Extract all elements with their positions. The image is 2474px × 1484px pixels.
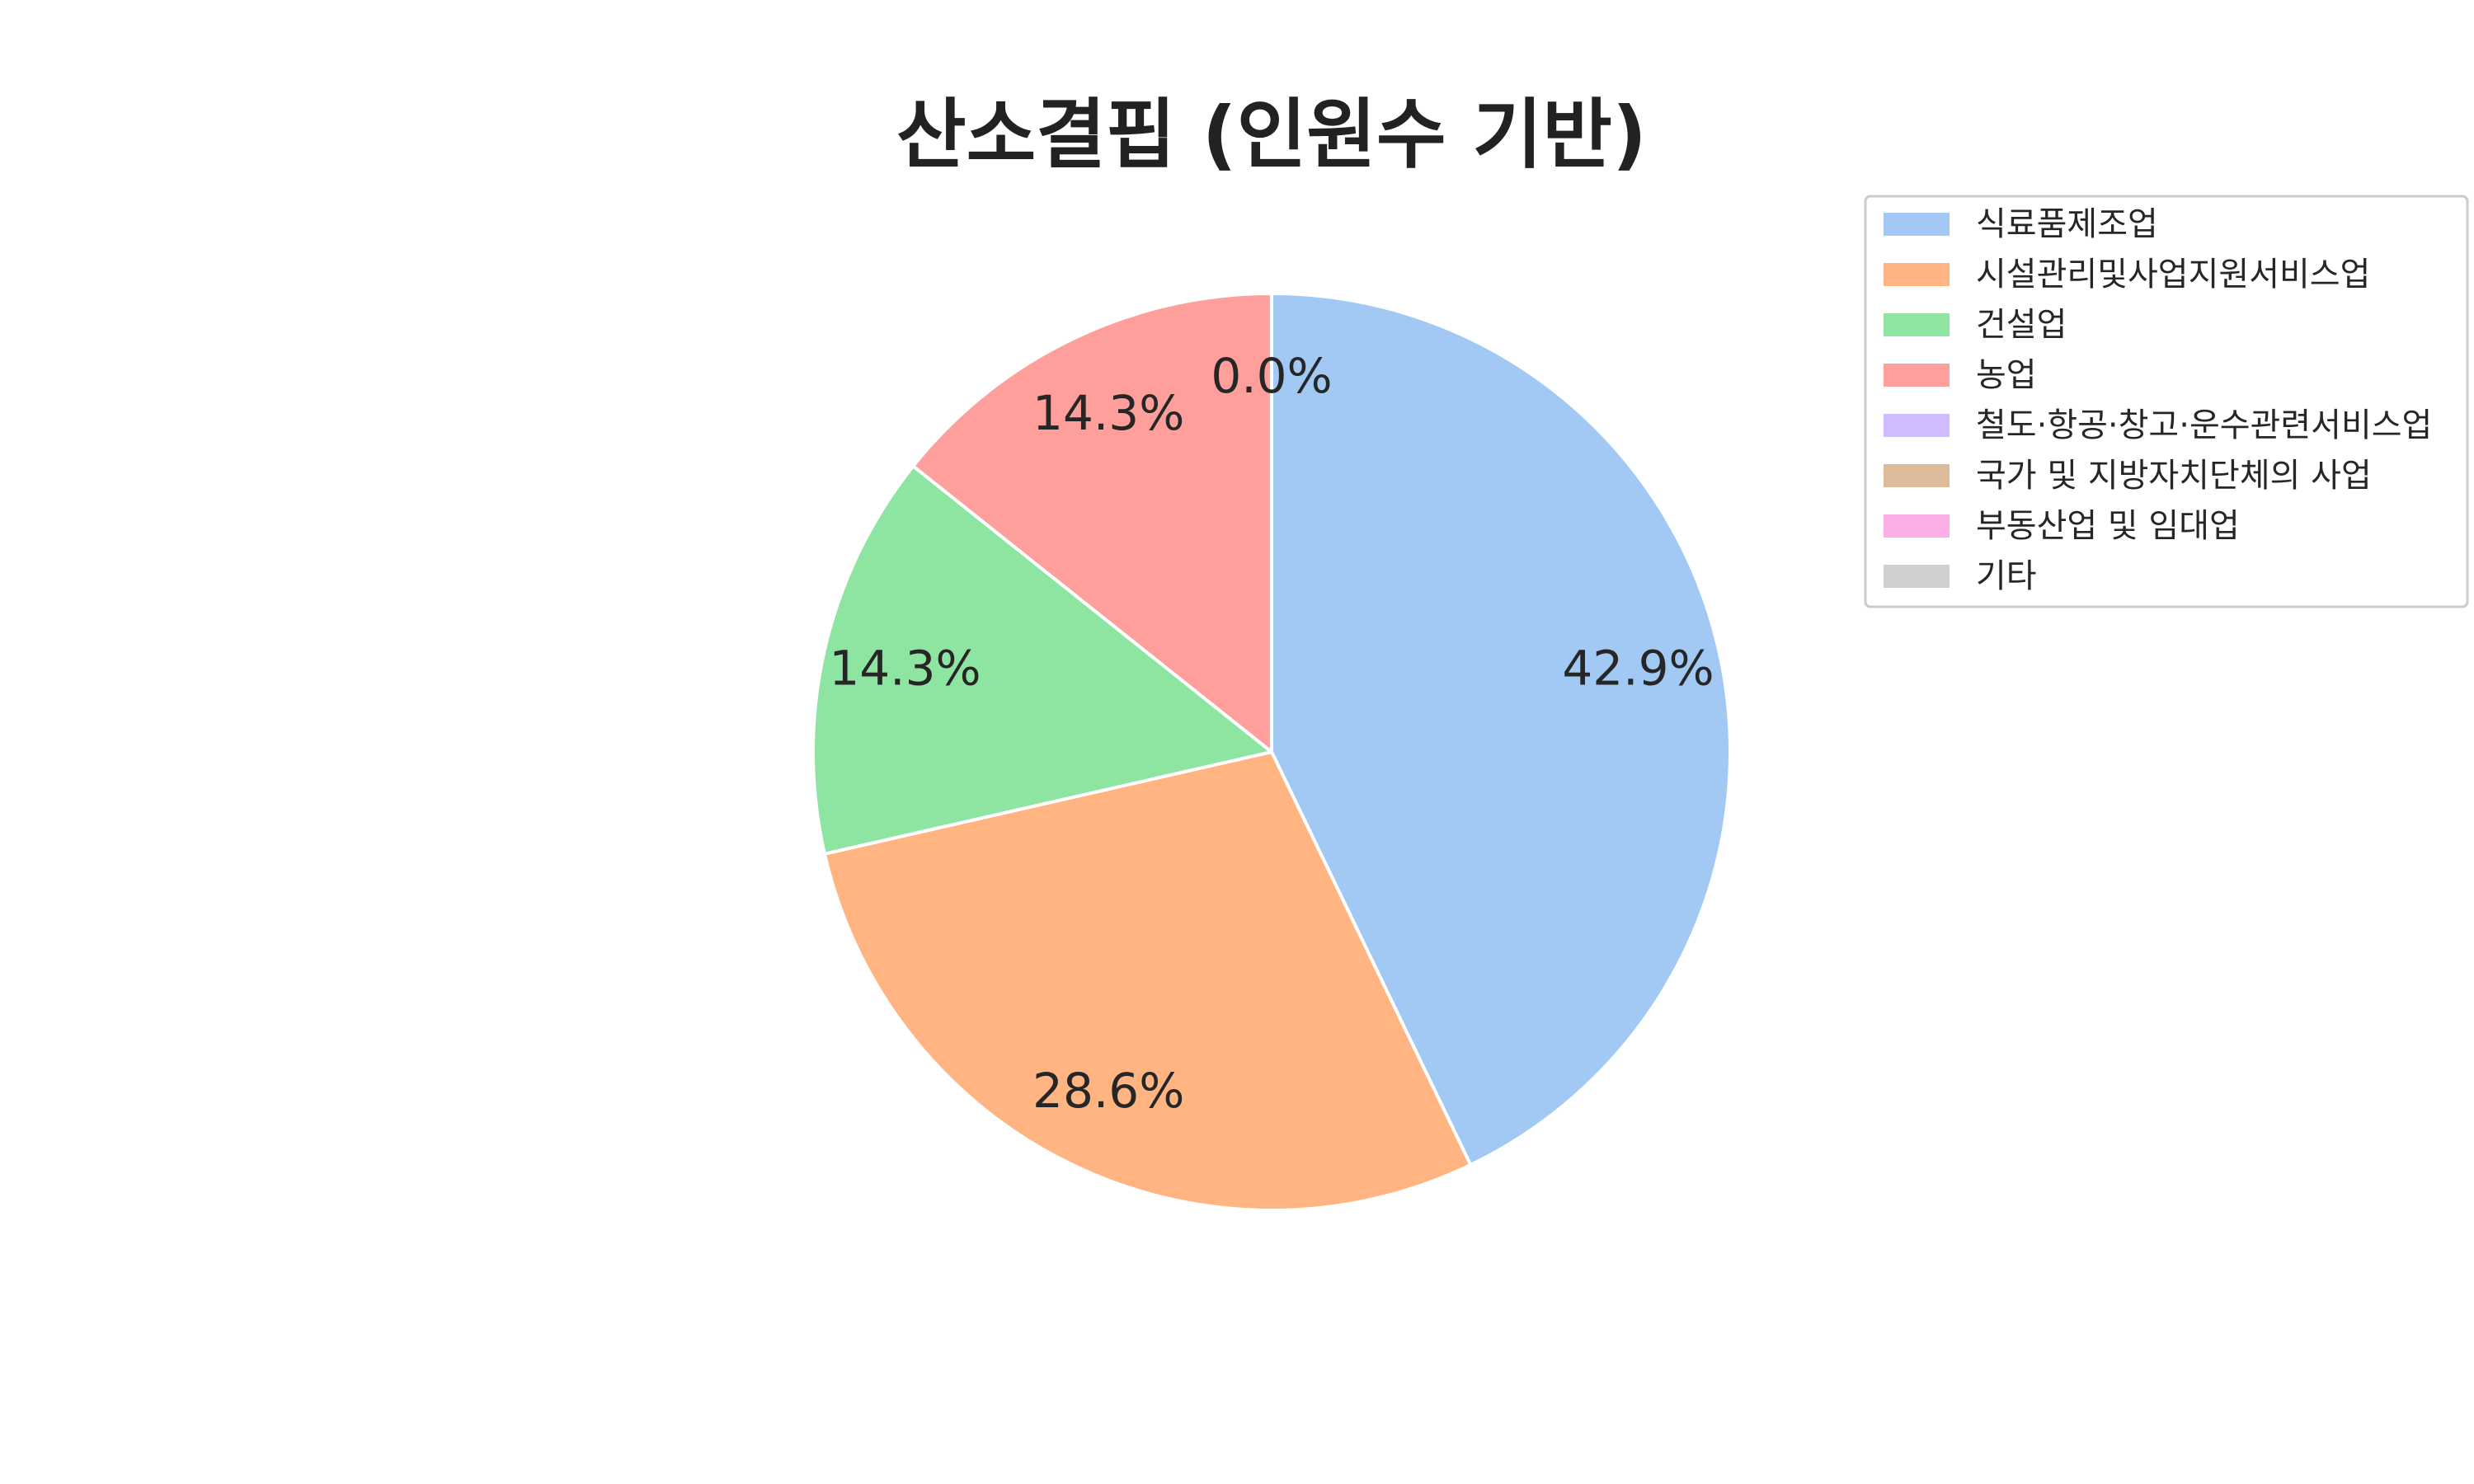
legend-items: 식료품제조업시설관리및사업지원서비스업건설업농업철도·항공·창고·운수관련서비스… xyxy=(1884,205,2432,595)
pie-slice xyxy=(822,750,1473,1212)
pie-slice xyxy=(811,464,1273,856)
slice-percentage-label: 14.3% xyxy=(829,641,981,697)
legend-label: 국가 및 지방자치단체의 사업 xyxy=(1976,457,2372,495)
slice-percentage-label: 28.6% xyxy=(1032,1063,1184,1119)
legend-label: 건설업 xyxy=(1976,306,2067,344)
pie-slice xyxy=(911,292,1273,754)
pie-slice xyxy=(1270,292,1733,1167)
slice-percentage-label: 0.0% xyxy=(1211,348,1332,404)
legend-swatch xyxy=(1884,565,1950,588)
legend-swatch xyxy=(1884,263,1950,286)
slice-percentage-label: 42.9% xyxy=(1562,641,1714,697)
legend-label: 기타 xyxy=(1976,557,2037,595)
legend-swatch xyxy=(1884,414,1950,437)
legend-label: 식료품제조업 xyxy=(1976,205,2158,243)
legend-label: 부동산업 및 임대업 xyxy=(1976,507,2240,545)
legend-label: 농업 xyxy=(1976,356,2037,394)
legend-swatch xyxy=(1884,213,1950,236)
legend-label: 철도·항공·창고·운수관련서비스업 xyxy=(1976,406,2432,444)
legend-swatch xyxy=(1884,464,1950,487)
pie-slices xyxy=(811,292,1733,1212)
legend-label: 시설관리및사업지원서비스업 xyxy=(1976,256,2370,294)
slice-percentage-label: 14.3% xyxy=(1032,385,1184,441)
pie-percentage-labels: 42.9% 28.6% 14.3% 14.3% 0.0% xyxy=(829,348,1714,1119)
legend-frame xyxy=(1864,195,2469,608)
chart-title: 산소결핍 (인원수 기반) xyxy=(896,91,1647,179)
legend-swatch xyxy=(1884,364,1950,387)
legend-swatch xyxy=(1884,514,1950,538)
legend-swatch xyxy=(1884,313,1950,336)
legend: 식료품제조업시설관리및사업지원서비스업건설업농업철도·항공·창고·운수관련서비스… xyxy=(1864,195,2469,608)
